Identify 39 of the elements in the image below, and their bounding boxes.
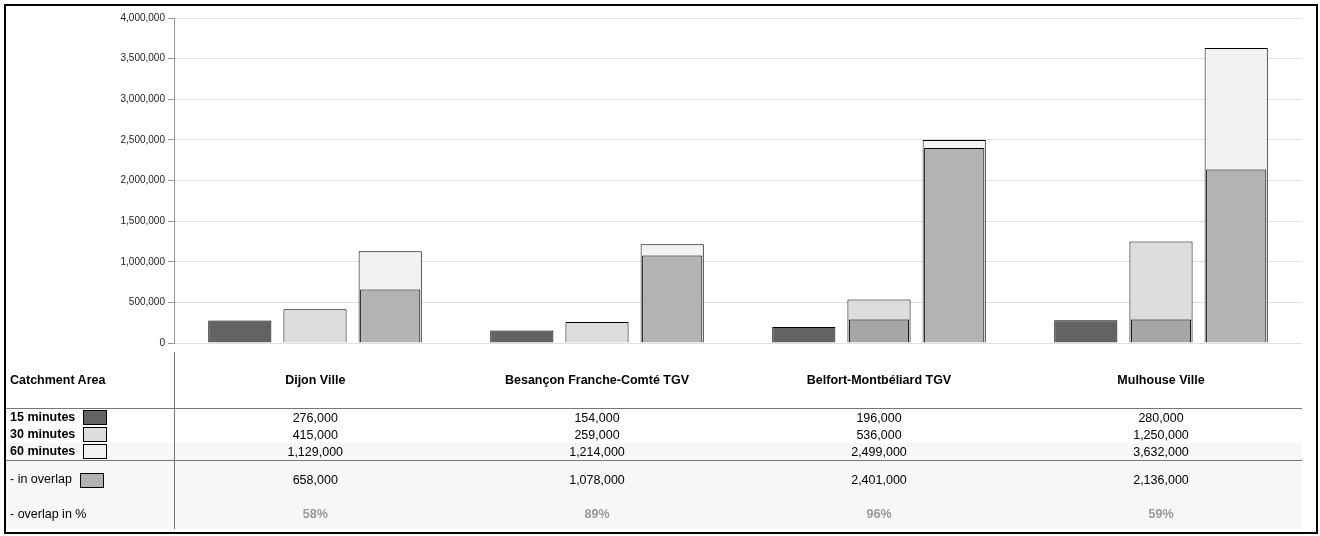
y-tick-label: 4,000,000	[120, 11, 166, 23]
text: 59%	[1020, 499, 1302, 529]
text: - overlap in %	[6, 499, 174, 529]
data-label: 1,129,000	[174, 443, 456, 461]
y-tick-label: 1,500,000	[120, 214, 166, 226]
y-tick-label: 2,000,000	[120, 174, 166, 186]
y-tick-label: 3,500,000	[120, 52, 166, 64]
y-tick-label: 500,000	[128, 296, 166, 308]
x-tick-label: Dijon Ville	[284, 372, 347, 389]
y-tick-label: 0	[159, 336, 166, 348]
text: 96%	[738, 499, 1020, 529]
legend-label: - in overlap	[10, 472, 72, 487]
legend-title: Catchment Area	[6, 352, 174, 409]
data-label: 280,000	[1020, 408, 1302, 426]
x-tick-label: Mulhouse Ville	[1116, 372, 1206, 389]
data-label: 2,136,000	[1020, 460, 1302, 499]
legend-label: 15 minutes	[10, 409, 76, 424]
y-tick-label: 3,000,000	[120, 93, 166, 104]
text: 60 minutes	[10, 443, 76, 458]
data-label: 1,250,000	[1132, 426, 1190, 443]
data-label: 1,214,000	[456, 443, 738, 461]
data-label: 154,000	[456, 408, 738, 426]
y-tick-label: 2,500,000	[120, 133, 166, 145]
data-label: 2,401,000	[738, 460, 1020, 499]
x-tick-label: Belfort-Montbéliard TGV	[805, 372, 953, 389]
y-tick-label: 1,000,000	[120, 255, 166, 267]
x-tick-label: Besançon Franche-Comté TGV	[503, 372, 691, 389]
data-label: 196,000	[738, 408, 1020, 426]
data-label: 536,000	[855, 426, 903, 443]
text: 89%	[456, 499, 738, 529]
data-label: 259,000	[573, 426, 621, 443]
data-label: 276,000	[174, 408, 456, 426]
legend-label: 30 minutes	[10, 426, 76, 441]
data-label: 2,499,000	[738, 443, 1020, 461]
text: 58%	[174, 499, 456, 529]
data-label: 3,632,000	[1020, 443, 1302, 461]
data-label: 1,078,000	[456, 460, 738, 499]
data-label: 415,000	[291, 426, 339, 443]
data-label: 658,000	[174, 460, 456, 499]
